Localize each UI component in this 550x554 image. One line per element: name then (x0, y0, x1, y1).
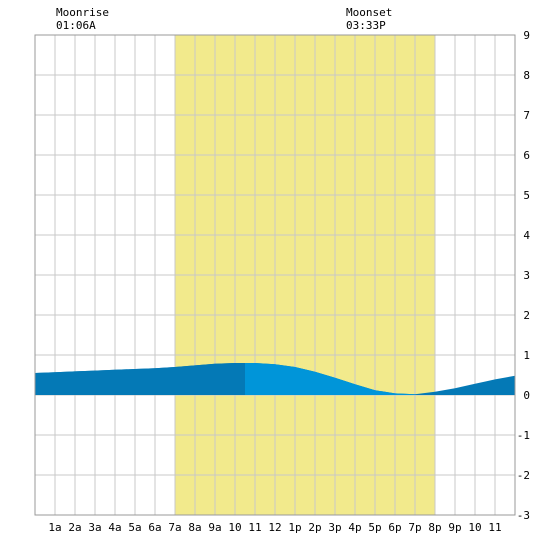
annotation-time: 03:33P (346, 19, 386, 32)
y-tick-label: 1 (523, 349, 530, 362)
y-tick-label: -1 (517, 429, 530, 442)
y-tick-label: 8 (523, 69, 530, 82)
plot-frame (34, 34, 516, 516)
x-tick-label: 10 (228, 521, 241, 534)
x-tick-label: 6a (148, 521, 161, 534)
x-tick-label: 4a (108, 521, 121, 534)
x-tick-label: 2a (68, 521, 81, 534)
x-tick-label: 1a (48, 521, 61, 534)
x-tick-label: 1p (288, 521, 301, 534)
tide-area-elapsed (35, 363, 245, 395)
y-tick-label: -2 (517, 469, 530, 482)
y-tick-label: 5 (523, 189, 530, 202)
x-tick-label: 11 (248, 521, 261, 534)
x-tick-label: 10 (468, 521, 481, 534)
y-tick-label: 7 (523, 109, 530, 122)
x-tick-label: 11 (488, 521, 501, 534)
annotation-label: Moonset (346, 6, 392, 19)
y-tick-label: -3 (517, 509, 530, 522)
x-tick-label: 2p (308, 521, 321, 534)
x-tick-label: 7p (408, 521, 421, 534)
y-tick-label: 3 (523, 269, 530, 282)
x-tick-label: 9p (448, 521, 461, 534)
y-tick-label: 4 (523, 229, 530, 242)
y-tick-label: 6 (523, 149, 530, 162)
x-tick-label: 7a (168, 521, 181, 534)
x-tick-label: 5p (368, 521, 381, 534)
annotation-time: 01:06A (56, 19, 96, 32)
x-tick-label: 5a (128, 521, 141, 534)
x-tick-label: 9a (208, 521, 221, 534)
x-tick-label: 8p (428, 521, 441, 534)
x-tick-label: 12 (268, 521, 281, 534)
x-tick-label: 3a (88, 521, 101, 534)
x-tick-label: 6p (388, 521, 401, 534)
y-tick-label: 9 (523, 29, 530, 42)
tide-area-upcoming (245, 363, 415, 395)
x-tick-label: 3p (328, 521, 341, 534)
x-tick-label: 4p (348, 521, 361, 534)
annotation-label: Moonrise (56, 6, 109, 19)
x-tick-label: 8a (188, 521, 201, 534)
y-tick-label: 2 (523, 309, 530, 322)
y-tick-label: 0 (523, 389, 530, 402)
